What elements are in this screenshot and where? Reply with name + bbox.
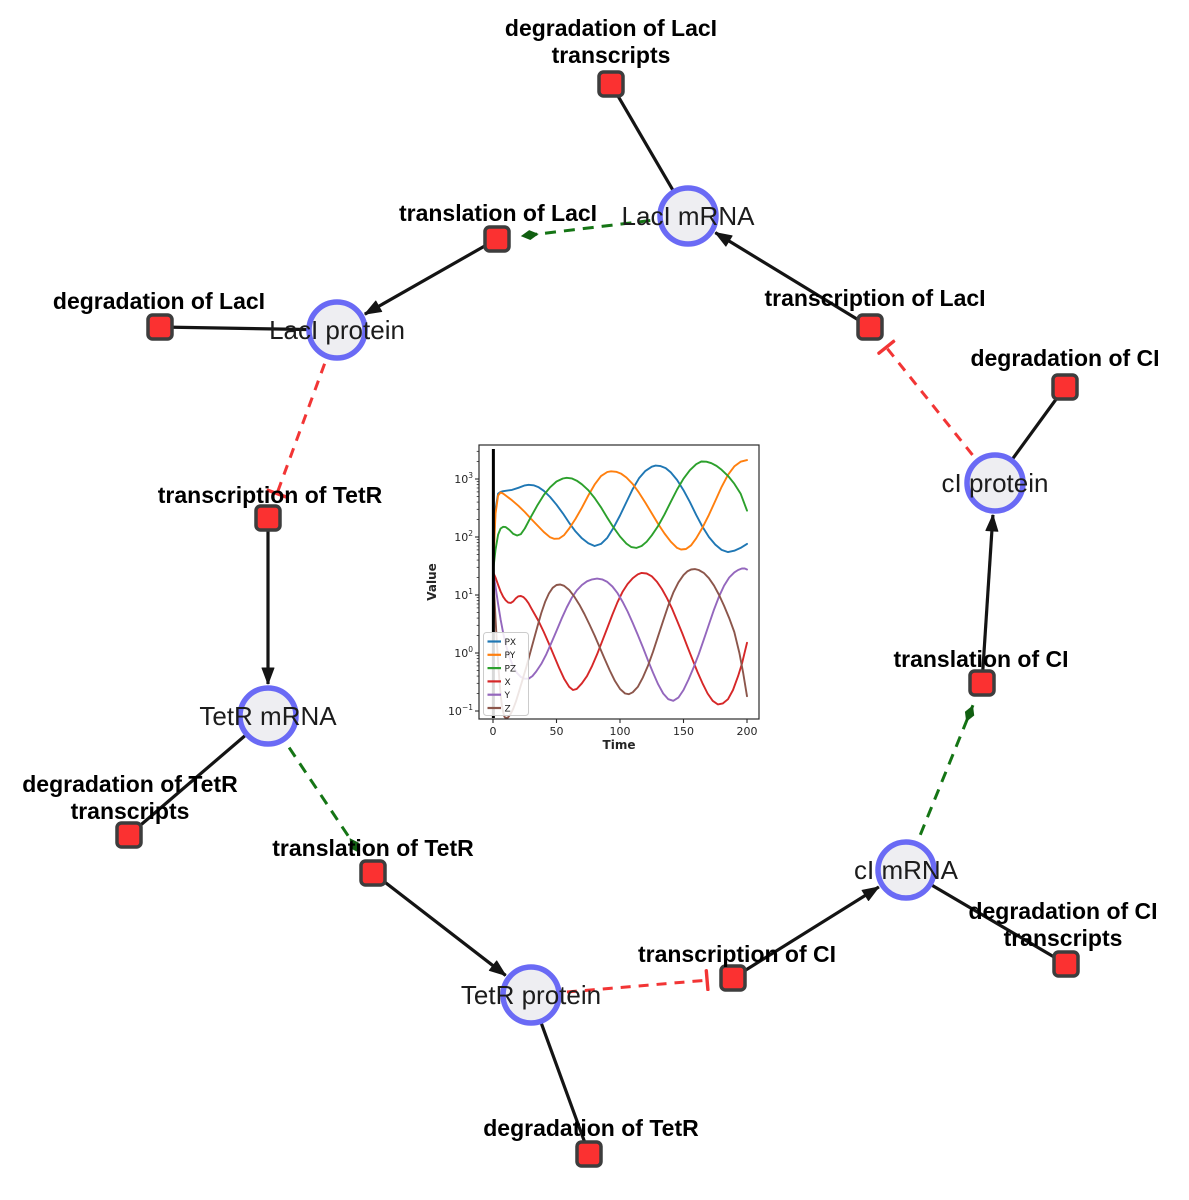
reaction-label-deg-tetr-transcripts-line1: degradation of TetR [22, 771, 238, 797]
species-label-laci-protein: LacI protein [269, 315, 405, 345]
reaction-label-deg-ci: degradation of CI [970, 345, 1159, 371]
species-label-ci-protein: cI protein [942, 468, 1049, 498]
reaction-node-deg-tetr[interactable] [575, 1140, 603, 1168]
y-tick-label: 101 [454, 587, 473, 602]
chart-y-axis: 10−1 100 101 102 103 [448, 450, 479, 718]
edge-inhibition-tetr-protein-transcription-ci [530, 980, 707, 997]
reaction-label-deg-laci: degradation of LacI [53, 288, 265, 314]
reaction-node-translation-laci[interactable] [483, 225, 511, 253]
species-node-ci-mrna[interactable] [875, 839, 937, 901]
species-node-tetr-protein[interactable] [500, 964, 562, 1026]
reaction-node-deg-tetr-transcripts[interactable] [115, 821, 143, 849]
species-label-laci-mrna: LacI mRNA [622, 201, 756, 231]
y-tick-label: 10−1 [448, 703, 473, 718]
reaction-label-translation-ci: translation of CI [893, 646, 1068, 672]
species-label-tetr-protein: TetR protein [461, 980, 601, 1010]
chart-legend: PX PY PZ XYZ [483, 632, 529, 716]
legend-label-Y: Y [504, 691, 511, 701]
y-tick-label: 102 [454, 529, 473, 544]
reaction-label-deg-laci-transcripts-line1: degradation of LacI [505, 15, 717, 41]
series-line-Z [492, 568, 748, 719]
x-tick-label: 100 [610, 725, 631, 738]
chart-xlabel: Time [603, 738, 636, 752]
legend-label-PZ: PZ [505, 665, 517, 675]
reaction-node-deg-laci-transcripts[interactable] [597, 70, 625, 98]
reaction-label-deg-tetr-transcripts-line2: transcripts [71, 798, 190, 824]
reaction-node-transcription-ci[interactable] [719, 964, 747, 992]
species-label-ci-mrna: cI mRNA [854, 855, 959, 885]
series-line-PZ [492, 460, 748, 573]
x-tick-label: 50 [550, 725, 564, 738]
reaction-label-translation-tetr: translation of TetR [272, 835, 474, 861]
reaction-label-deg-ci-transcripts-line1: degradation of CI [968, 898, 1157, 924]
reaction-node-translation-tetr[interactable] [359, 859, 387, 887]
reaction-label-deg-tetr: degradation of TetR [483, 1115, 699, 1141]
legend-label-PY: PY [505, 651, 516, 661]
labels-layer: degradation of LacItranscriptstranslatio… [22, 15, 1159, 1141]
x-tick-label: 150 [673, 725, 694, 738]
reaction-label-deg-laci-transcripts-line2: transcripts [552, 42, 671, 68]
nodes-layer [115, 70, 1080, 1168]
chart-ylabel: Value [425, 563, 439, 601]
series-line-PY [492, 459, 748, 573]
x-tick-label: 200 [737, 725, 758, 738]
y-tick-label: 100 [454, 645, 473, 660]
edge-production-transcription-ci-ci-mrna [732, 885, 880, 980]
legend-label-PX: PX [505, 638, 517, 648]
series-line-PX [492, 464, 748, 569]
edge-production-transcription-laci-laci-mrna [714, 231, 871, 329]
species-label-tetr-mrna: TetR mRNA [199, 701, 337, 731]
chart-x-axis: 0 50 100 150 200 [490, 719, 758, 738]
legend-label-X: X [505, 678, 511, 688]
chart-frame [478, 444, 760, 720]
reaction-label-transcription-tetr: transcription of TetR [158, 482, 383, 508]
edge-inhibition-ci-protein-transcription-laci [886, 347, 997, 484]
species-node-laci-mrna[interactable] [657, 185, 719, 247]
edge-production-translation-ci-ci-protein [980, 514, 999, 684]
edge-consumption-ci-mrna-deg-ci-transcripts [905, 868, 1067, 966]
reaction-label-deg-ci-transcripts-line2: transcripts [1004, 925, 1123, 951]
legend-label-Z: Z [505, 704, 511, 714]
species-node-laci-protein[interactable] [306, 299, 368, 361]
reaction-label-transcription-laci: transcription of LacI [764, 285, 985, 311]
reaction-node-transcription-tetr[interactable] [254, 504, 282, 532]
species-node-tetr-mrna[interactable] [237, 685, 299, 747]
reaction-label-translation-laci: translation of LacI [399, 200, 597, 226]
x-tick-label: 0 [490, 725, 497, 738]
y-tick-label: 103 [454, 471, 473, 486]
edge-production-translation-tetr-tetr-protein [372, 871, 507, 977]
reaction-node-deg-ci[interactable] [1051, 373, 1079, 401]
species-node-ci-protein[interactable] [964, 452, 1026, 514]
reaction-node-deg-laci[interactable] [146, 313, 174, 341]
reaction-node-deg-ci-transcripts[interactable] [1052, 950, 1080, 978]
reaction-node-translation-ci[interactable] [968, 669, 996, 697]
edge-production-translation-laci-laci-protein [364, 237, 498, 316]
edge-inhibition-laci-protein-transcription-tetr [277, 329, 339, 494]
reaction-node-transcription-laci[interactable] [856, 313, 884, 341]
reaction-label-transcription-ci: transcription of CI [638, 941, 836, 967]
